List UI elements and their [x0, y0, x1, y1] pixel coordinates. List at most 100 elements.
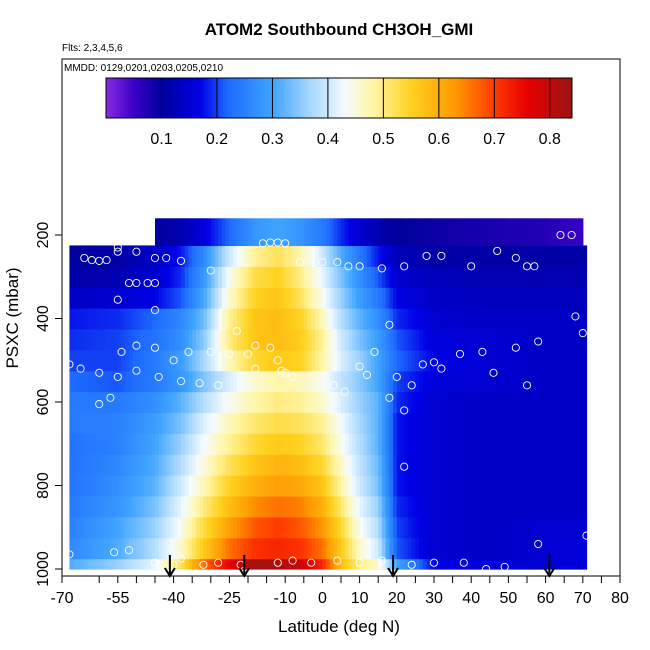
heatmap-cell — [407, 266, 413, 288]
heatmap-cell — [259, 349, 264, 372]
heatmap-cell — [527, 245, 532, 267]
heatmap-cell — [218, 558, 223, 570]
heatmap-cell — [274, 349, 279, 372]
heatmap-cell — [448, 328, 454, 351]
heatmap-cell — [478, 245, 483, 267]
heatmap-cell — [311, 412, 316, 434]
heatmap-cell — [560, 475, 565, 497]
heatmap-cell — [489, 558, 495, 570]
heatmap-cell — [396, 266, 402, 288]
heatmap-cell — [422, 558, 428, 570]
heatmap-cell — [367, 349, 372, 372]
heatmap-cell — [225, 475, 230, 497]
heatmap-cell — [300, 516, 305, 539]
heatmap-cell — [195, 328, 201, 351]
heatmap-cell — [534, 558, 539, 570]
heatmap-cell — [177, 266, 182, 288]
heatmap-cell — [285, 328, 290, 351]
heatmap-cell — [497, 370, 502, 393]
heatmap-cell — [125, 349, 130, 372]
colorbar-tick-label: 0.1 — [150, 131, 172, 148]
heatmap-cell — [236, 308, 242, 330]
heatmap-cell — [229, 495, 234, 518]
heatmap-cell — [407, 245, 413, 267]
heatmap-cell — [352, 558, 357, 570]
heatmap-cell — [322, 537, 327, 560]
heatmap-cell — [549, 266, 554, 288]
heatmap-cell — [318, 391, 323, 414]
heatmap-cell — [519, 454, 524, 476]
heatmap-cell — [378, 218, 383, 247]
heatmap-cell — [244, 287, 249, 309]
heatmap-cell — [407, 349, 413, 372]
heatmap-cell — [184, 287, 190, 309]
heatmap-cell — [560, 433, 565, 455]
heatmap-cell — [396, 328, 402, 351]
heatmap-cell — [326, 412, 331, 434]
heatmap-cell — [567, 218, 573, 247]
heatmap-cell — [158, 412, 164, 434]
heatmap-cell — [221, 266, 227, 288]
heatmap-cell — [486, 495, 491, 518]
heatmap-cell — [80, 308, 85, 330]
observation-marker — [176, 256, 186, 265]
heatmap-cell — [389, 245, 394, 267]
heatmap-cell — [110, 412, 115, 434]
heatmap-cell — [545, 245, 550, 267]
heatmap-cell — [326, 245, 331, 267]
heatmap-cell — [474, 287, 480, 309]
heatmap-cell — [303, 391, 309, 414]
heatmap-cell — [326, 287, 331, 309]
heatmap-cell — [500, 349, 506, 372]
heatmap-cell — [504, 475, 509, 497]
heatmap-cell — [367, 287, 372, 309]
heatmap-cell — [203, 412, 208, 434]
heatmap-cell — [567, 433, 573, 455]
heatmap-cell — [430, 218, 435, 247]
heatmap-cell — [102, 287, 108, 309]
heatmap-cell — [248, 266, 253, 288]
heatmap-cell — [553, 495, 558, 518]
heatmap-cell — [519, 391, 524, 414]
heatmap-cell — [140, 433, 145, 455]
heatmap-cell — [162, 391, 167, 414]
heatmap-cell — [162, 328, 167, 351]
heatmap-cell — [497, 495, 502, 518]
heatmap-cell — [169, 245, 175, 267]
heatmap-cell — [489, 391, 495, 414]
heatmap-cell — [233, 349, 238, 372]
heatmap-cell — [541, 516, 547, 539]
heatmap-cell — [300, 287, 305, 309]
heatmap-cell — [76, 308, 82, 330]
heatmap-cell — [322, 328, 327, 351]
heatmap-cell — [441, 495, 446, 518]
heatmap-cell — [114, 391, 119, 414]
heatmap-cell — [456, 391, 461, 414]
heatmap-cell — [188, 475, 193, 497]
heatmap-cell — [277, 516, 283, 539]
heatmap-cell — [106, 328, 111, 351]
heatmap-cell — [225, 495, 230, 518]
heatmap-cell — [579, 245, 584, 267]
heatmap-cell — [363, 308, 368, 330]
heatmap-cell — [430, 391, 435, 414]
heatmap-cell — [151, 328, 156, 351]
heatmap-cell — [385, 475, 390, 497]
heatmap-cell — [136, 454, 141, 476]
heatmap-cell — [106, 433, 111, 455]
heatmap-cell — [270, 308, 275, 330]
heatmap-cell — [545, 218, 550, 247]
heatmap-cell — [240, 454, 245, 476]
heatmap-cell — [381, 558, 387, 570]
heatmap-cell — [333, 516, 338, 539]
heatmap-cell — [527, 412, 532, 434]
heatmap-cell — [199, 537, 204, 560]
heatmap-cell — [244, 245, 249, 267]
heatmap-cell — [378, 475, 383, 497]
heatmap-cell — [419, 328, 424, 351]
heatmap-cell — [114, 495, 119, 518]
heatmap-cell — [527, 328, 532, 351]
heatmap-cell — [128, 516, 134, 539]
heatmap-cell — [322, 287, 327, 309]
heatmap-cell — [229, 391, 234, 414]
